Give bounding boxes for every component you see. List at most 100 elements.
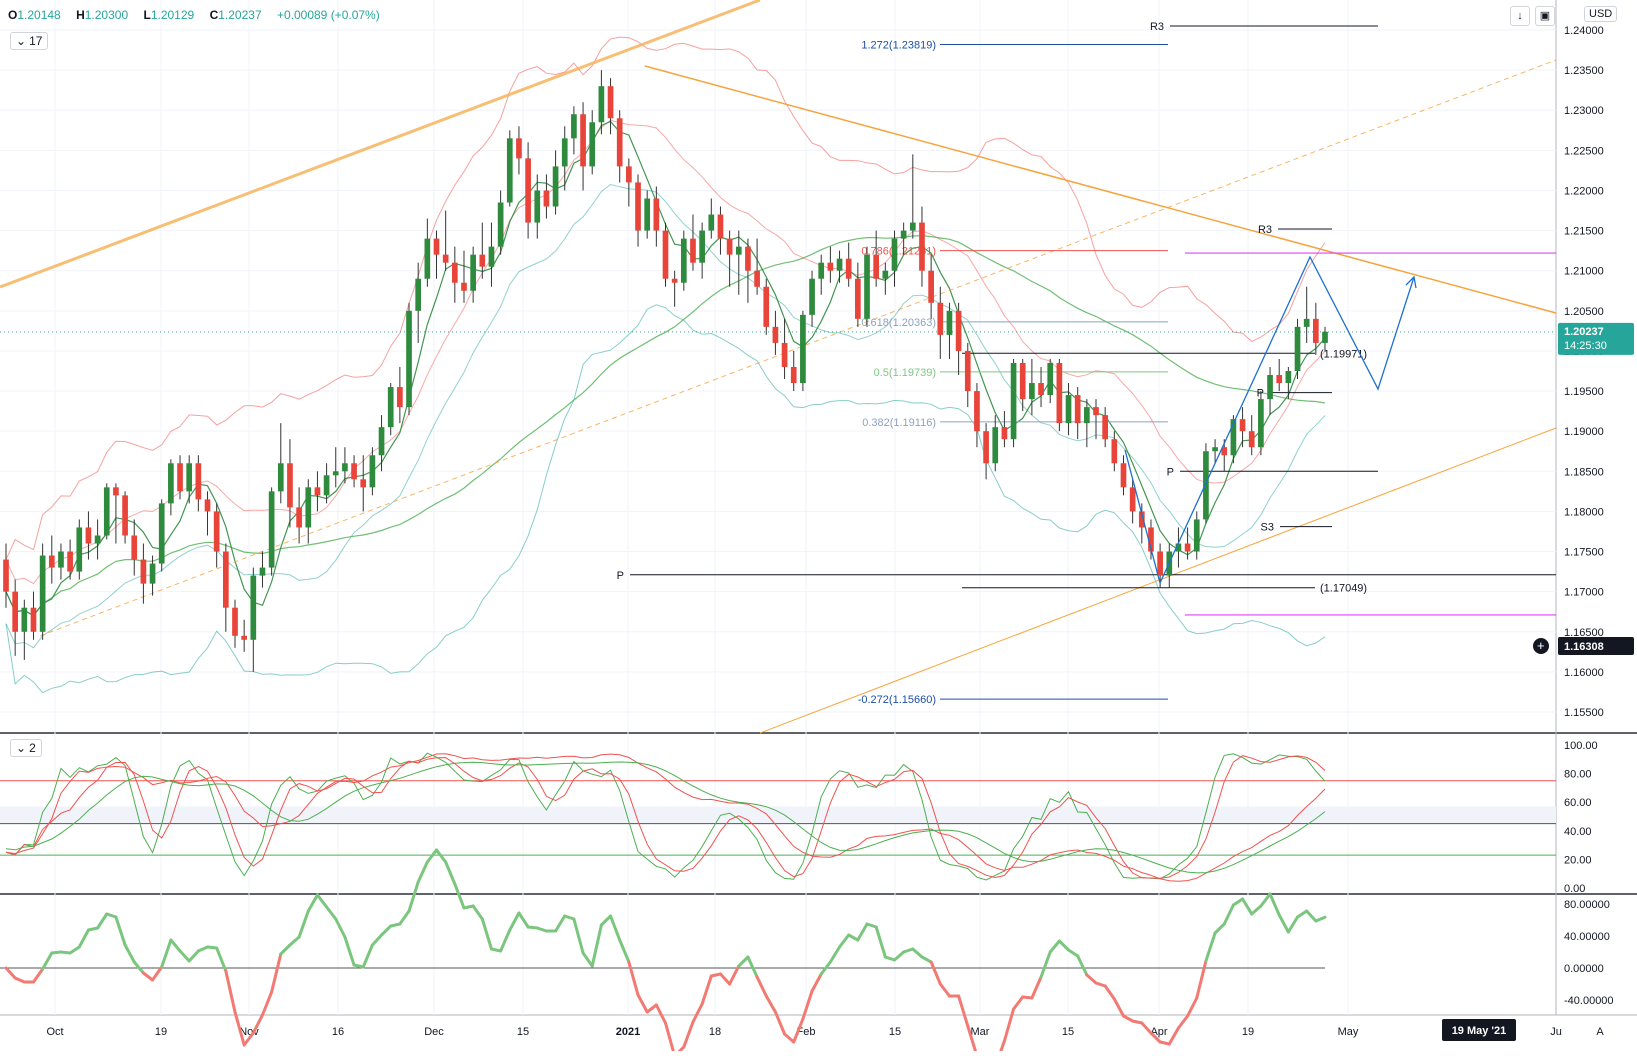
momentum-segment — [929, 960, 942, 986]
candle-body — [827, 262, 834, 271]
momentum-segment — [997, 1039, 1006, 1056]
candle-body — [415, 278, 422, 311]
fib-level-label: 0.786(1.21251) — [861, 246, 936, 258]
momentum-segment — [151, 965, 164, 982]
candle-body — [1212, 447, 1218, 452]
candle-body — [1230, 419, 1237, 456]
main-badge-count: 17 — [29, 34, 43, 48]
momentum-segment — [1030, 975, 1043, 1000]
candle-body — [241, 635, 247, 640]
crosshair-price-tag — [1558, 637, 1634, 655]
momentum-segment — [1277, 913, 1290, 934]
time-tick-label: Mar — [971, 1026, 990, 1038]
candle-body — [845, 258, 852, 279]
momentum-segment — [389, 922, 402, 928]
candle-body — [1184, 543, 1191, 552]
momentum-segment — [251, 1013, 264, 1035]
current-price-tag — [1558, 322, 1634, 355]
snapshot-button[interactable]: ▣ — [1535, 6, 1555, 26]
candle-body — [616, 118, 623, 167]
momentum-tick-label: 40.00000 — [1564, 931, 1610, 943]
candle-body — [635, 182, 641, 231]
candle-body — [955, 310, 962, 351]
upper-band-red — [5, 36, 1326, 560]
osc-indicator-badge[interactable]: ⌄ 2 — [10, 739, 42, 757]
momentum-segment — [1021, 995, 1034, 1000]
momentum-segment — [838, 933, 851, 949]
stoch-d-line — [5, 755, 1326, 879]
candle-body — [607, 86, 614, 119]
candle-body — [1221, 447, 1228, 456]
momentum-segment — [664, 1021, 677, 1056]
ohlc-readout: O1.20148 H1.20300 L1.20129 C1.20237 +0.0… — [8, 8, 386, 22]
momentum-segment — [169, 938, 182, 953]
candle-body — [1175, 543, 1182, 552]
momentum-tick-label: 0.00000 — [1564, 963, 1604, 975]
price-tick-label: 1.18500 — [1564, 466, 1604, 478]
candle-body — [974, 391, 980, 432]
momentum-segment — [499, 928, 512, 953]
momentum-segment — [1241, 897, 1254, 916]
price-mark-label: (1.19971) — [1320, 348, 1367, 360]
momentum-segment — [911, 947, 924, 959]
candle-body — [186, 463, 193, 492]
momentum-segment — [828, 945, 842, 964]
momentum-segment — [581, 951, 594, 968]
price-tick-label: 1.21000 — [1564, 266, 1604, 278]
candle-body — [1074, 395, 1081, 424]
candle-body — [1038, 383, 1044, 396]
momentum-segment — [370, 933, 384, 947]
candle-body — [992, 427, 999, 464]
momentum-segment — [746, 955, 759, 979]
candle-body — [342, 463, 348, 472]
momentum-segment — [1140, 1021, 1153, 1035]
momentum-segment — [260, 990, 274, 1017]
download-button[interactable]: ↓ — [1510, 6, 1530, 26]
candle-body — [332, 471, 339, 476]
momentum-segment — [114, 915, 127, 947]
momentum-segment — [718, 972, 732, 986]
main-indicator-badge[interactable]: ⌄ 17 — [10, 32, 49, 50]
candle-body — [506, 138, 513, 203]
price-tick-label: 1.22500 — [1564, 145, 1604, 157]
pivot-label: R3 — [1258, 224, 1272, 236]
candle-body — [1157, 551, 1163, 576]
momentum-segment — [874, 925, 887, 959]
candle-body — [836, 258, 843, 271]
add-alert-plus: + — [1537, 638, 1545, 653]
crosshair-price-value: 1.16308 — [1564, 641, 1604, 653]
candle-body — [433, 238, 440, 255]
time-tick-label: Ju — [1550, 1026, 1562, 1038]
candle-body — [671, 278, 678, 283]
momentum-tick-label: -40.00000 — [1564, 995, 1614, 1007]
momentum-segment — [41, 951, 54, 971]
candle-body — [1029, 383, 1035, 400]
pivot-label: P — [1167, 466, 1174, 478]
momentum-segment — [599, 914, 613, 927]
stoch-tick-label: 100.00 — [1564, 740, 1598, 752]
download-icon: ↓ — [1517, 10, 1523, 22]
momentum-segment — [242, 1031, 255, 1047]
candle-body — [690, 238, 696, 263]
price-tick-label: 1.15500 — [1564, 707, 1604, 719]
candle-body — [94, 535, 101, 544]
momentum-segment — [13, 976, 26, 984]
ohlc-open: O1.20148 — [8, 8, 61, 22]
candle-body — [1056, 362, 1063, 424]
momentum-segment — [1131, 1019, 1144, 1025]
momentum-segment — [453, 882, 466, 910]
momentum-segment — [407, 880, 420, 913]
momentum-segment — [471, 904, 484, 921]
candle-body — [626, 166, 632, 183]
add-alert-icon[interactable] — [1533, 638, 1549, 654]
time-tick-label: 15 — [1062, 1026, 1074, 1038]
currency-label[interactable]: USD — [1584, 6, 1618, 22]
momentum-segment — [1314, 915, 1327, 923]
candle-body — [1313, 318, 1319, 343]
lower-band-green — [5, 304, 1326, 694]
candle-body — [461, 282, 467, 291]
momentum-segment — [1103, 984, 1116, 1001]
momentum-segment — [847, 933, 860, 942]
